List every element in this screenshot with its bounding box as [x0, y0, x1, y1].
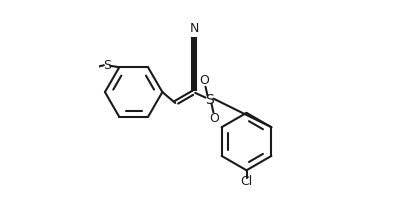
Text: Cl: Cl	[240, 175, 253, 188]
Text: S: S	[103, 59, 111, 72]
Text: N: N	[189, 22, 199, 35]
Text: S: S	[205, 93, 214, 107]
Text: O: O	[209, 112, 219, 125]
Text: O: O	[200, 74, 209, 87]
